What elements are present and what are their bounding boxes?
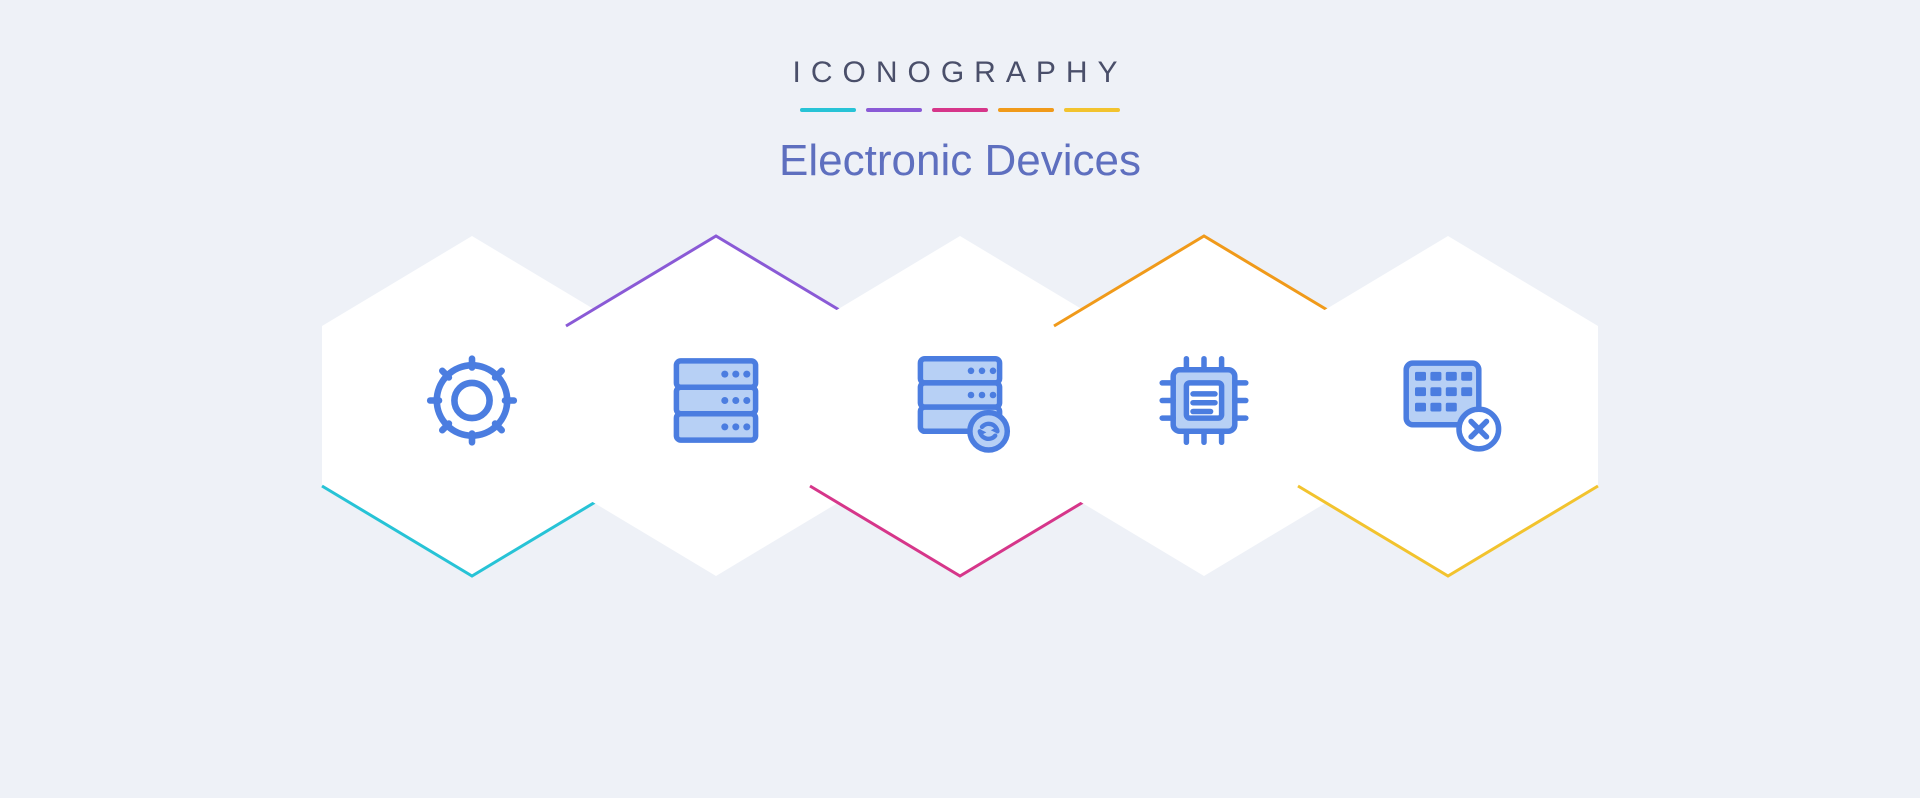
underline-segment [998, 108, 1054, 112]
title-underline-group [779, 108, 1141, 112]
gear-icon [417, 346, 527, 456]
underline-segment [1064, 108, 1120, 112]
cpu-chip-icon [1149, 346, 1259, 456]
underline-segment [932, 108, 988, 112]
page-subtitle: Electronic Devices [779, 136, 1141, 186]
underline-segment [800, 108, 856, 112]
hex-tile [1288, 226, 1608, 586]
page-title: ICONOGRAPHY [779, 56, 1141, 90]
keypad-delete-icon [1393, 346, 1503, 456]
underline-segment [866, 108, 922, 112]
server-icon [661, 346, 771, 456]
hex-icon-row [0, 226, 1920, 586]
server-sync-icon [905, 346, 1015, 456]
